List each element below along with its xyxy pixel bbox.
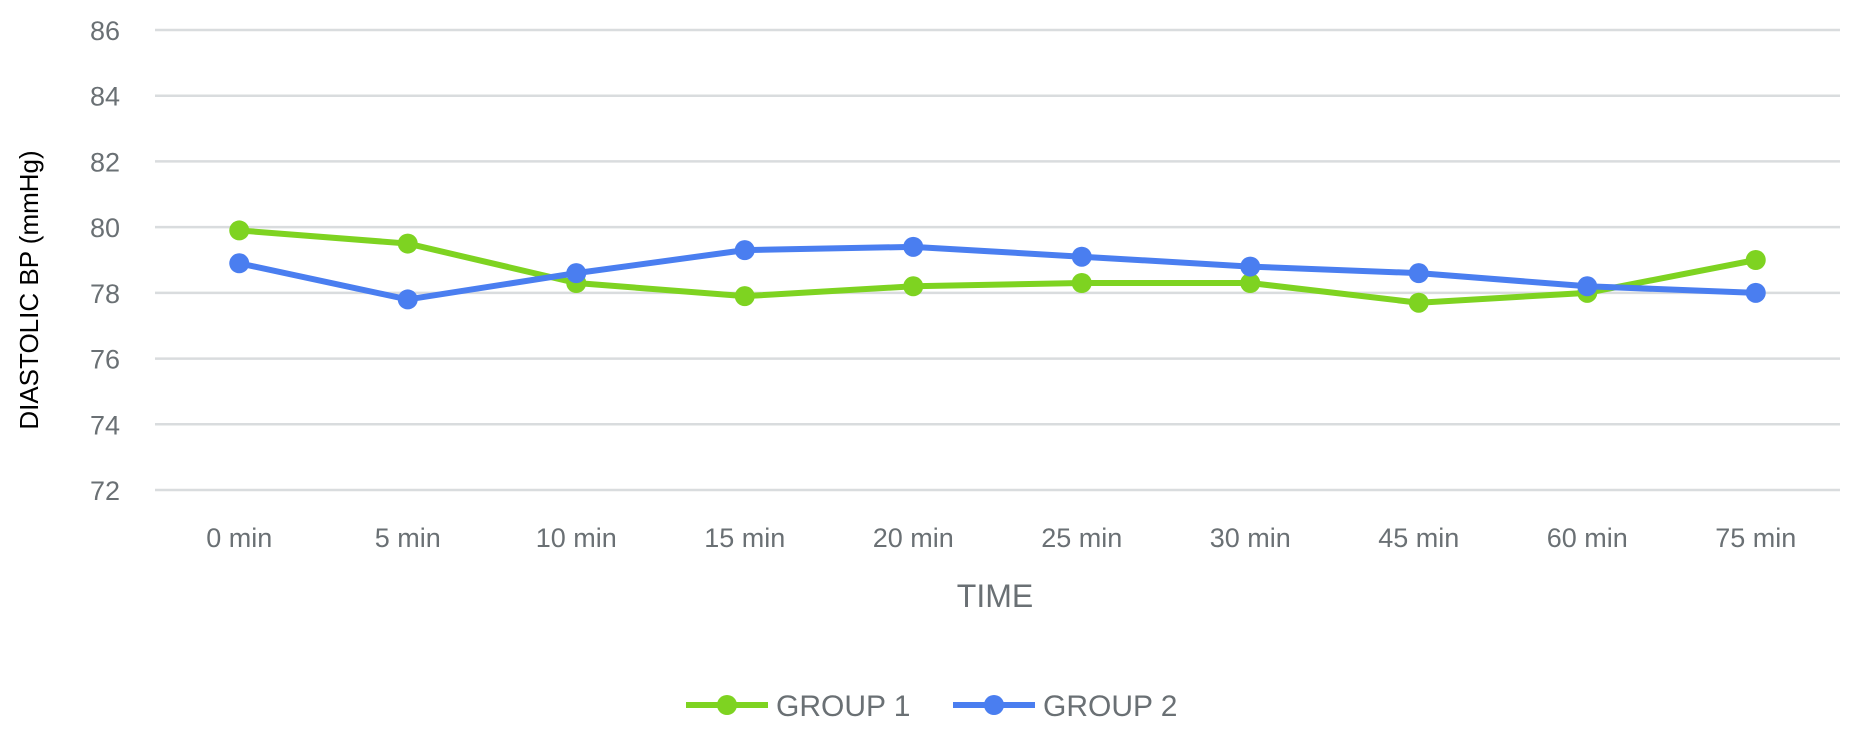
legend-label: GROUP 2 (1043, 690, 1178, 723)
data-point (1745, 282, 1766, 303)
legend-item: GROUP 1 (686, 690, 911, 723)
series-1 (229, 220, 1766, 313)
data-point (1071, 273, 1092, 293)
y-tick-label: 86 (90, 16, 120, 46)
series-2 (229, 236, 1766, 310)
x-axis-ticks: 0 min 5 min 10 min 15 min 20 min 25 min 30 min… (206, 523, 1796, 553)
x-tick-label: 30 min (1210, 523, 1291, 553)
legend-item: GROUP 2 (953, 690, 1178, 723)
series-line (238, 243, 1756, 303)
legend: GROUP 1 GROUP 2 (686, 690, 1178, 723)
data-point (734, 240, 755, 261)
y-tick-label: 78 (90, 279, 120, 309)
y-tick-label: 76 (90, 345, 120, 375)
x-tick-label: 45 min (1378, 523, 1459, 553)
y-axis-title: DIASTOLIC BP (mmHg) (14, 150, 44, 429)
x-axis-title: TIME (957, 578, 1033, 614)
y-tick-label: 72 (90, 476, 120, 506)
data-point (229, 253, 250, 274)
x-tick-label: 0 min (206, 523, 272, 553)
data-point (734, 286, 755, 307)
series-line (239, 227, 1757, 306)
data-point (1408, 292, 1429, 313)
x-tick-label: 15 min (704, 523, 785, 553)
legend-swatch-marker (717, 695, 737, 715)
x-tick-label: 5 min (375, 523, 441, 553)
y-tick-label: 84 (90, 82, 120, 112)
x-tick-label: 60 min (1547, 523, 1628, 553)
data-point (1240, 273, 1261, 293)
y-tick-label: 80 (90, 213, 120, 243)
y-tick-label: 74 (90, 410, 120, 440)
data-point (1577, 276, 1598, 297)
x-tick-label: 20 min (873, 523, 954, 553)
y-tick-label: 82 (90, 147, 120, 177)
data-point (1071, 246, 1092, 267)
legend-label: GROUP 1 (776, 690, 911, 723)
legend-swatch-marker (984, 695, 1004, 715)
gridlines (155, 28, 1840, 492)
x-tick-label: 75 min (1715, 523, 1796, 553)
data-point (1408, 263, 1429, 284)
data-point (903, 236, 924, 257)
data-point (1745, 250, 1766, 270)
x-tick-label: 25 min (1041, 523, 1122, 553)
data-point (397, 289, 418, 310)
data-point (397, 233, 418, 254)
data-point (229, 220, 250, 241)
x-tick-label: 10 min (536, 523, 617, 553)
data-point (1240, 256, 1261, 277)
series-lines (229, 220, 1766, 313)
data-point (566, 263, 587, 284)
data-point (903, 276, 924, 297)
y-axis-ticks: 72 74 76 78 80 82 84 86 (90, 16, 120, 506)
